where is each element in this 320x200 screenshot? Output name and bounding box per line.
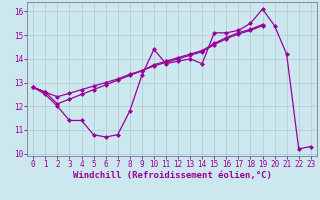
X-axis label: Windchill (Refroidissement éolien,°C): Windchill (Refroidissement éolien,°C) [73, 171, 271, 180]
